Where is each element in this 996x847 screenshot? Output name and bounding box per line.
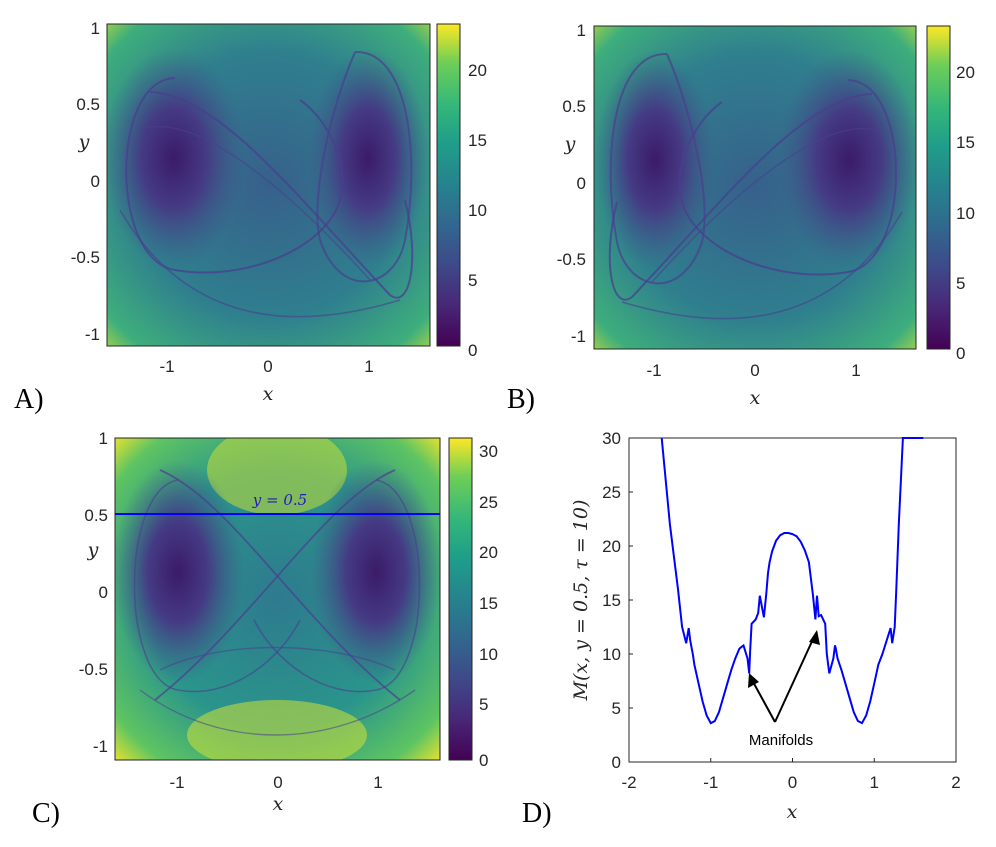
panel-a-y-tick: 1 <box>91 19 100 38</box>
panel-d-ylabel: M(x, y = 0.5, τ = 10) <box>570 500 592 702</box>
panel-c-heatmap <box>115 438 440 760</box>
panel-b-cbar-tick: 10 <box>956 204 975 223</box>
panel-a-cbar-tick: 0 <box>468 341 477 360</box>
panel-c-y-tick: 0 <box>99 583 108 602</box>
panel-c-colorbar <box>449 438 472 760</box>
panel-b-ylabel: y <box>564 133 576 155</box>
panel-d-y-tick: 20 <box>602 537 621 556</box>
panel-b-x-tick: 0 <box>750 361 759 380</box>
panel-a-x-tick: -1 <box>159 357 174 376</box>
panel-b-y-tick: 1 <box>577 21 586 40</box>
panel-b-cbar-tick: 15 <box>956 133 975 152</box>
panel-d-frame <box>628 437 957 763</box>
panel-d-annotation: Manifolds <box>749 732 813 749</box>
panel-a-cbar-tick: 5 <box>468 271 477 290</box>
panel-b-y-tick: 0.5 <box>562 97 586 116</box>
panel-a-xlabel: x <box>263 383 274 405</box>
panel-d-annotation-arrows <box>748 630 820 723</box>
panel-d-letter: D) <box>522 798 552 829</box>
panel-d-x-tick: -1 <box>703 773 718 792</box>
panel-b-x-tick: 1 <box>851 361 860 380</box>
panel-c-y-tick: -1 <box>93 737 108 756</box>
panel-d-xlabel: x <box>787 801 798 823</box>
panel-b-letter: B) <box>507 384 535 415</box>
panel-b-cbar-tick: 20 <box>956 63 975 82</box>
panel-c-ylabel: y <box>87 539 99 561</box>
panel-c-line-label: y = 0.5 <box>252 491 307 509</box>
panel-a-y-tick: 0 <box>91 172 100 191</box>
panel-b-frame <box>593 25 917 350</box>
panel-b-y-tick: 0 <box>577 174 586 193</box>
panel-b-cbar-tick: 5 <box>956 274 965 293</box>
panel-c-cbar-tick: 30 <box>479 442 498 461</box>
panel-c-cbar-tick: 0 <box>479 751 488 770</box>
panel-d-y-tick: 10 <box>602 645 621 664</box>
panel-a-y-tick: -0.5 <box>71 248 100 267</box>
panel-a-x-tick: 0 <box>263 357 272 376</box>
panel-c-x-tick: -1 <box>169 773 184 792</box>
panel-d-series-line <box>660 437 924 725</box>
panel-d-x-tick: -2 <box>621 773 636 792</box>
panel-c-frame <box>114 437 441 761</box>
panel-a-colorbar <box>437 24 460 346</box>
panel-a-letter: A) <box>14 384 44 415</box>
panel-c-x-tick: 1 <box>373 773 382 792</box>
panel-d: -2 -1 0 1 2 30 25 20 15 10 5 0 Manifolds M(x, y = 0… <box>522 429 961 829</box>
panel-b-x-tick: -1 <box>646 361 661 380</box>
panel-a: 20 15 10 5 0 1 0.5 0 -0.5 -1 y -1 0 1 x … <box>14 19 487 415</box>
panel-d-x-tick: 2 <box>951 773 960 792</box>
panel-a-heatmap <box>107 24 430 346</box>
panel-d-x-tick: 0 <box>788 773 797 792</box>
panel-a-y-tick: 0.5 <box>76 95 100 114</box>
panel-d-y-tick: 30 <box>602 429 621 448</box>
panel-c-cbar-tick: 10 <box>479 645 498 664</box>
panel-d-ticks: -2 -1 0 1 2 30 25 20 15 10 5 0 <box>602 429 961 792</box>
panel-b-colorbar <box>927 26 950 349</box>
panel-b-cbar-tick: 0 <box>956 344 965 363</box>
panel-c-y-tick: 1 <box>99 429 108 448</box>
panel-d-x-tick: 1 <box>870 773 879 792</box>
panel-a-cbar-tick: 20 <box>468 61 487 80</box>
panel-b: 20 15 10 5 0 1 0.5 0 -0.5 -1 y -1 0 1 x … <box>507 21 975 415</box>
panel-c-y-tick: 0.5 <box>84 506 108 525</box>
panel-c-cbar-tick: 5 <box>479 695 488 714</box>
panel-b-heatmap <box>594 26 916 349</box>
panel-c-letter: C) <box>32 798 60 829</box>
panel-c-y-tick: -0.5 <box>79 660 108 679</box>
panel-a-cbar-tick: 10 <box>468 201 487 220</box>
panel-d-y-tick: 0 <box>612 753 621 772</box>
panel-b-xlabel: x <box>750 387 761 409</box>
panel-b-y-tick: -1 <box>571 327 586 346</box>
panel-a-ylabel: y <box>78 131 90 153</box>
panel-b-y-tick: -0.5 <box>557 250 586 269</box>
panel-a-y-tick: -1 <box>85 325 100 344</box>
panel-a-x-tick: 1 <box>364 357 373 376</box>
panel-d-y-tick: 15 <box>602 591 621 610</box>
panel-c-cbar-tick: 20 <box>479 543 498 562</box>
panel-d-y-tick: 5 <box>612 699 621 718</box>
panel-a-frame <box>106 23 431 347</box>
panel-c: y = 0.5 30 25 20 15 10 5 0 1 0.5 0 -0.5 … <box>32 429 498 829</box>
panel-d-y-tick: 25 <box>602 483 621 502</box>
panel-c-cbar-tick: 15 <box>479 594 498 613</box>
panel-a-cbar-tick: 15 <box>468 131 487 150</box>
panel-c-x-tick: 0 <box>273 773 282 792</box>
panel-c-xlabel: x <box>273 793 284 815</box>
panel-c-cbar-tick: 25 <box>479 493 498 512</box>
